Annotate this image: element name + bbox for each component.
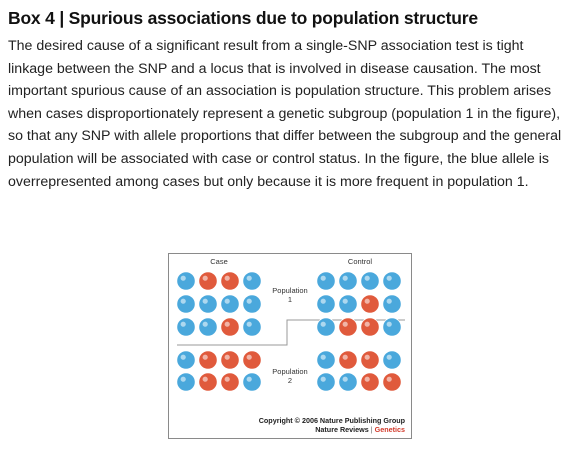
control-allele-blue-r2c2: [338, 294, 358, 314]
population-1-label: Population: [272, 286, 307, 295]
case-allele-highlight: [224, 376, 230, 382]
case-allele-highlight: [246, 298, 252, 304]
box-title: Box 4 | Spurious associations due to pop…: [8, 8, 478, 28]
case-allele-highlight: [246, 321, 252, 327]
control-allele-red-r4c3: [360, 350, 380, 370]
case-allele-highlight: [246, 354, 252, 360]
case-allele-highlight: [224, 298, 230, 304]
control-allele-blue-r3c4: [382, 317, 402, 337]
control-allele-red-r2c3: [360, 294, 380, 314]
control-allele-highlight: [364, 275, 370, 281]
journal-separator: |: [370, 425, 373, 434]
case-allele-highlight: [180, 298, 186, 304]
case-allele-blue-r5c1: [176, 372, 196, 392]
case-allele-blue-r2c4: [242, 294, 262, 314]
control-allele-blue-r5c2: [338, 372, 358, 392]
control-allele-highlight: [342, 354, 348, 360]
control-allele-highlight: [342, 376, 348, 382]
population-structure-figure: Case Control Population 1 Population 2 C…: [168, 253, 412, 439]
case-allele-highlight: [180, 376, 186, 382]
case-allele-red-r5c3: [220, 372, 240, 392]
control-allele-highlight: [320, 354, 326, 360]
case-allele-blue-r2c1: [176, 294, 196, 314]
control-allele-highlight: [364, 321, 370, 327]
case-label: Case: [210, 257, 228, 266]
case-allele-highlight: [246, 275, 252, 281]
case-allele-red-r3c3: [220, 317, 240, 337]
journal-name: Nature Reviews: [315, 425, 369, 434]
case-allele-highlight: [180, 275, 186, 281]
control-allele-highlight: [320, 321, 326, 327]
case-allele-blue-r4c1: [176, 350, 196, 370]
case-allele-blue-r2c3: [220, 294, 240, 314]
case-allele-blue-r2c2: [198, 294, 218, 314]
control-allele-blue-r2c1: [316, 294, 336, 314]
case-allele-highlight: [246, 376, 252, 382]
case-allele-red-r4c2: [198, 350, 218, 370]
case-allele-highlight: [202, 376, 208, 382]
control-allele-blue-r1c3: [360, 271, 380, 291]
control-allele-highlight: [386, 354, 392, 360]
population-2-number: 2: [288, 376, 292, 385]
case-allele-red-r4c4: [242, 350, 262, 370]
case-allele-highlight: [224, 321, 230, 327]
case-allele-highlight: [202, 298, 208, 304]
control-allele-highlight: [320, 298, 326, 304]
control-allele-red-r5c3: [360, 372, 380, 392]
control-allele-blue-r1c4: [382, 271, 402, 291]
case-allele-blue-r1c1: [176, 271, 196, 291]
control-allele-red-r4c2: [338, 350, 358, 370]
case-allele-red-r1c3: [220, 271, 240, 291]
case-allele-red-r4c3: [220, 350, 240, 370]
control-allele-highlight: [386, 275, 392, 281]
box-paragraph: The desired cause of a significant resul…: [8, 38, 562, 190]
control-allele-highlight: [342, 275, 348, 281]
case-allele-highlight: [224, 354, 230, 360]
control-allele-blue-r1c1: [316, 271, 336, 291]
control-allele-highlight: [386, 376, 392, 382]
case-allele-highlight: [180, 321, 186, 327]
journal-section: Genetics: [374, 425, 405, 434]
control-allele-red-r3c2: [338, 317, 358, 337]
copyright: Copyright © 2006 Nature Publishing Group…: [259, 416, 405, 434]
control-allele-highlight: [386, 321, 392, 327]
control-label: Control: [348, 257, 373, 266]
journal-credit: Nature Reviews | Genetics: [259, 425, 405, 434]
control-allele-highlight: [364, 354, 370, 360]
control-allele-highlight: [342, 298, 348, 304]
case-allele-red-r1c2: [198, 271, 218, 291]
control-allele-blue-r4c4: [382, 350, 402, 370]
control-allele-red-r5c4: [382, 372, 402, 392]
control-alleles: [316, 271, 402, 392]
control-allele-blue-r4c1: [316, 350, 336, 370]
allele-diagram: Case Control Population 1 Population 2: [176, 257, 405, 392]
case-alleles: [176, 271, 262, 392]
control-allele-blue-r3c1: [316, 317, 336, 337]
case-allele-red-r5c2: [198, 372, 218, 392]
control-allele-blue-r5c1: [316, 372, 336, 392]
population-1-number: 1: [288, 295, 292, 304]
population-2-label: Population: [272, 367, 307, 376]
case-allele-highlight: [202, 275, 208, 281]
case-allele-blue-r5c4: [242, 372, 262, 392]
control-allele-highlight: [386, 298, 392, 304]
case-allele-highlight: [224, 275, 230, 281]
control-allele-red-r3c3: [360, 317, 380, 337]
case-allele-blue-r3c2: [198, 317, 218, 337]
case-allele-blue-r1c4: [242, 271, 262, 291]
control-allele-highlight: [320, 376, 326, 382]
control-allele-highlight: [364, 298, 370, 304]
copyright-line: Copyright © 2006 Nature Publishing Group: [258, 416, 405, 425]
control-allele-blue-r2c4: [382, 294, 402, 314]
case-allele-highlight: [202, 354, 208, 360]
case-allele-highlight: [202, 321, 208, 327]
case-allele-blue-r3c4: [242, 317, 262, 337]
case-allele-blue-r3c1: [176, 317, 196, 337]
control-allele-highlight: [342, 321, 348, 327]
case-allele-highlight: [180, 354, 186, 360]
control-allele-blue-r1c2: [338, 271, 358, 291]
control-allele-highlight: [320, 275, 326, 281]
control-allele-highlight: [364, 376, 370, 382]
